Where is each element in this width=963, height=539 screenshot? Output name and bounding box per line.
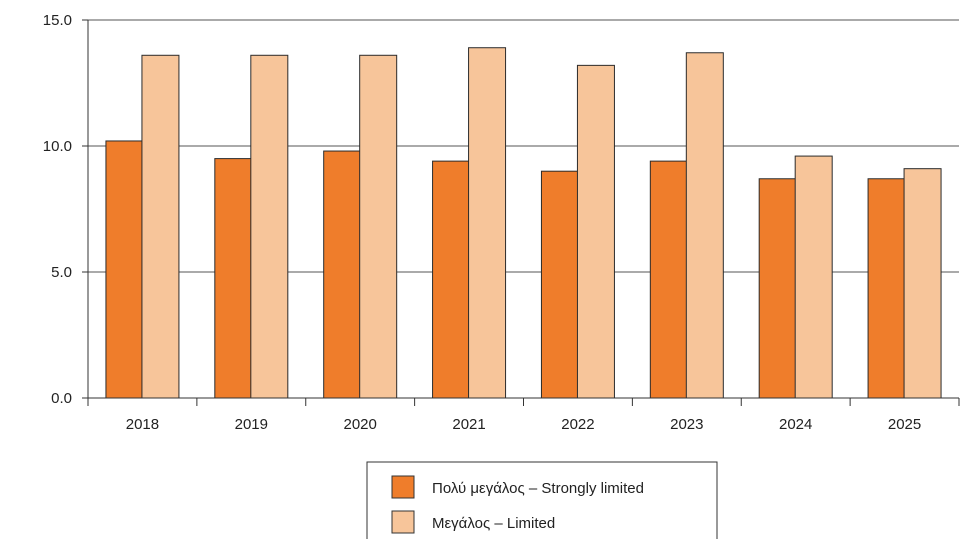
bar-strongly-limited-2022 <box>540 170 579 399</box>
legend-swatch-strongly-limited <box>391 475 415 499</box>
bar-strongly-limited-2019 <box>214 158 253 399</box>
x-tick-label: 2022 <box>561 416 594 433</box>
x-tick-labels: 2018 2019 2020 2021 2022 2023 2024 2025 <box>126 416 922 433</box>
bars <box>105 47 942 399</box>
bar-strongly-limited-2018 <box>105 140 144 399</box>
bar-limited-2021 <box>468 47 507 399</box>
y-tick-label: 10.0 <box>43 138 72 155</box>
bar-strongly-limited-2020 <box>323 150 362 399</box>
bar-limited-2024 <box>794 155 833 399</box>
bar-limited-2018 <box>141 54 180 399</box>
x-tick-label: 2021 <box>452 416 485 433</box>
y-tick-label: 0.0 <box>51 390 72 407</box>
legend-frame <box>366 461 718 539</box>
axes <box>82 19 960 406</box>
x-tick-label: 2024 <box>779 416 812 433</box>
x-tick-label: 2025 <box>888 416 921 433</box>
bar-strongly-limited-2024 <box>758 178 797 399</box>
bar-limited-2023 <box>685 52 724 399</box>
bar-limited-2022 <box>576 64 615 399</box>
legend-swatch-limited <box>391 510 415 534</box>
y-tick-label: 15.0 <box>43 12 72 29</box>
bar-limited-2025 <box>903 168 942 399</box>
bar-strongly-limited-2023 <box>649 160 688 399</box>
bar-strongly-limited-2021 <box>432 160 471 399</box>
x-tick-label: 2020 <box>344 416 377 433</box>
legend: Πολύ μεγάλος – Strongly limited Μεγάλος … <box>366 461 718 539</box>
bar-strongly-limited-2025 <box>867 178 906 399</box>
y-tick-label: 5.0 <box>51 264 72 281</box>
legend-label-limited: Μεγάλος – Limited <box>432 515 555 532</box>
bar-limited-2019 <box>250 54 289 399</box>
y-tick-labels: 0.0 5.0 10.0 15.0 <box>43 12 72 407</box>
x-tick-label: 2023 <box>670 416 703 433</box>
legend-label-strongly-limited: Πολύ μεγάλος – Strongly limited <box>432 480 644 497</box>
x-tick-label: 2019 <box>235 416 268 433</box>
x-tick-label: 2018 <box>126 416 159 433</box>
bar-limited-2020 <box>359 54 398 399</box>
